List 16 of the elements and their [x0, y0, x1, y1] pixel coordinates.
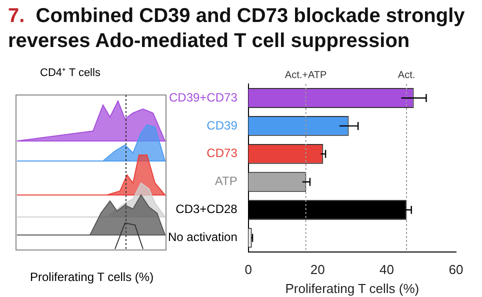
x-tick-label: 60: [448, 262, 464, 278]
x-tick-label: 0: [244, 262, 252, 278]
y-tick-label: CD73: [206, 146, 238, 160]
text: CD4⁺ T cells: [40, 66, 100, 79]
x-axis-title: Proliferating T cells (%): [285, 280, 420, 296]
chart-title: 7. Combined CD39 and CD73 blockade strongly reverses Ado-mediated T cell suppression: [8, 5, 465, 52]
x-tick-label: 40: [380, 262, 394, 278]
x-tick-label: 20: [310, 262, 325, 278]
text: Proliferating T cells (%): [30, 270, 154, 284]
y-tick-label: CD39+CD73: [168, 90, 238, 104]
y-tick-label: CD3+CD28: [176, 202, 238, 216]
y-tick-label: CD39: [206, 118, 238, 132]
ref-line-label: Act.+ATP: [284, 70, 328, 81]
y-tick-label: ATP: [214, 174, 238, 188]
ref-line-label: Act.: [398, 70, 416, 81]
y-tick-label: No activation: [168, 230, 238, 244]
